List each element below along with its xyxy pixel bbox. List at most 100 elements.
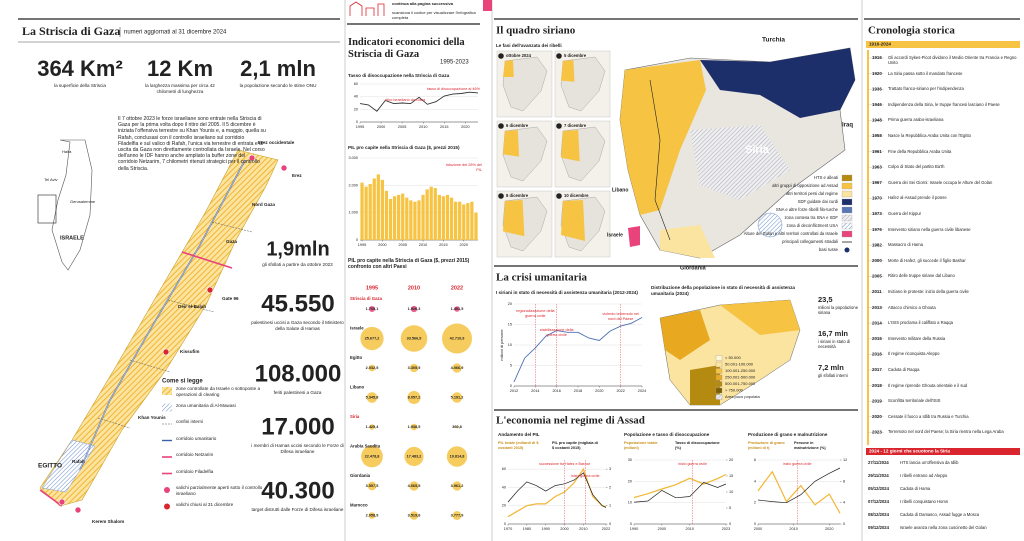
- legend-label: valichi chiusi al 31 dicembre: [176, 501, 234, 507]
- value-circle: [452, 481, 462, 491]
- y2-tick-label: 3: [609, 467, 611, 471]
- bar: [470, 201, 474, 240]
- section-subtitle: Le fasi dell'avanzata dei ribelli: [496, 43, 562, 48]
- legend-swatch: [841, 198, 853, 206]
- y2-tick-label: 10: [729, 490, 733, 494]
- accent: [483, 0, 492, 11]
- value-label: 5.191,2: [451, 396, 464, 400]
- value-label: 3.557,5: [366, 484, 379, 488]
- stat-value: 7,2 mln: [818, 363, 844, 372]
- entry-text: La Siria passa sotto il mandato francese: [888, 70, 963, 76]
- chart-title: Popolazione e tasso di disoccupazione: [624, 432, 710, 437]
- data-line: [757, 470, 841, 514]
- bar: [453, 201, 458, 240]
- entry-text: Trattato franco-siriano per l'indipenden…: [888, 86, 964, 92]
- entry-year: 1982: [872, 242, 882, 247]
- phase-rebel-area: [503, 130, 520, 157]
- inset-label: ISRAELE: [60, 235, 84, 241]
- y-tick-label: 0: [504, 522, 506, 526]
- bar: [417, 200, 421, 240]
- need-map-area: [660, 310, 710, 360]
- value-circle: [368, 512, 376, 519]
- row-label: Marocco: [350, 503, 368, 508]
- internal-border: [97, 417, 131, 429]
- annotation: successione tra Hafez e Bashar: [539, 462, 591, 466]
- value-circle: [407, 390, 421, 405]
- value-circle: [452, 363, 462, 373]
- bar: [409, 200, 413, 240]
- legend-label: principali collegamenti stradali: [782, 239, 838, 244]
- y-tick-label: 4: [754, 479, 756, 483]
- entry-year: 2017: [872, 367, 882, 372]
- phase-label: 10 dicembre: [564, 193, 589, 198]
- x-tick-label: 2000: [377, 125, 385, 129]
- value-label: 17.483,2: [407, 455, 422, 459]
- x-tick-label: 2014: [531, 389, 539, 393]
- legend-swatch: [715, 361, 723, 368]
- value-circle: [361, 445, 383, 468]
- y-tick-label: 40: [354, 95, 358, 99]
- entry-text: Guerra dei Sei Giorni: Israele occupa le…: [888, 179, 993, 185]
- y2-tick-label: 8: [843, 479, 845, 483]
- x-tick-label: 1995: [358, 243, 366, 247]
- internal-border: [211, 221, 253, 233]
- value-circle: [368, 305, 376, 313]
- figure-label: feriti palestinesi a Gaza: [273, 390, 322, 395]
- legend-label: PIL pro capite (migliaia di $ costanti 2…: [552, 441, 598, 450]
- value-label: 42.710,9: [450, 337, 465, 341]
- entry-text: Iniziano le proteste: inizio della guerr…: [888, 289, 969, 294]
- south-area: [660, 225, 715, 258]
- value-circle: [451, 392, 463, 403]
- x-tick-label: 2010: [419, 243, 427, 247]
- value-label: 22.478,8: [365, 455, 380, 459]
- road: [649, 79, 671, 241]
- stat-label: milioni la popolazione siriana: [818, 305, 859, 316]
- y-tick-label: 0: [356, 238, 358, 242]
- figure-label: i membri di Hamas uccisi secondo le Forz…: [251, 443, 344, 454]
- legend-label: Alture del Golan e altri territori contr…: [744, 231, 839, 236]
- x-tick-label: 2022: [602, 527, 610, 531]
- entry-text: I ribelli entrano ad Aleppo: [900, 473, 948, 478]
- phase-label: 8 dicembre: [506, 193, 529, 198]
- range-bar: [866, 448, 1020, 455]
- phase-number: [498, 53, 504, 59]
- legend-swatch: [841, 214, 853, 222]
- legend-label: corridoio umanitario: [176, 435, 217, 441]
- bar: [392, 196, 397, 240]
- value-label: 2.058,9: [366, 514, 379, 518]
- entry-year: 2011: [872, 289, 882, 294]
- y-tick-label: 30: [628, 458, 632, 462]
- annotation: inizio guerra civile: [783, 462, 812, 466]
- entry-year: 2015: [872, 336, 882, 341]
- value-label: 4.066,9: [451, 366, 464, 370]
- entry-text: Caduta di Raqqa: [888, 367, 920, 372]
- x-tick-label: 2015: [440, 125, 448, 129]
- entry-text: Intervento siriano nella guerra civile l…: [888, 226, 971, 232]
- entry-text: Prima guerra arabo-israeliana: [888, 117, 944, 123]
- country-label: Turchia: [762, 37, 785, 44]
- annotation: violento terremoto nel nord del Paese: [602, 312, 639, 321]
- value-label: 1.938,5: [408, 425, 421, 429]
- entry-text: Morte di Hafez, gli succede il figlio Ba…: [888, 257, 966, 263]
- stat-label: la popolazione secondo le stime ONU: [239, 83, 317, 88]
- legend-label: basi russe: [819, 247, 839, 252]
- inset-israel: [51, 139, 93, 271]
- entry-date: 27/11/2024: [868, 460, 889, 465]
- gaza-strip: [39, 149, 279, 507]
- value-circle: [369, 424, 375, 430]
- entry-text: Terremoto nel nord del Paese; la Siria r…: [888, 429, 1004, 435]
- legend-label: 250.001-500.000: [725, 375, 756, 380]
- x-tick-label: 1990: [541, 527, 549, 531]
- entry-text: Guerra del Kippur: [888, 211, 922, 216]
- bar: [401, 193, 405, 240]
- legend-swatch: [164, 487, 170, 493]
- column-header: 1995: [366, 285, 378, 291]
- y-tick-label: 40: [502, 485, 506, 489]
- entry-year: 2000: [872, 258, 882, 263]
- crossing: [74, 506, 82, 514]
- legend-swatch: [715, 387, 723, 394]
- value-circle: [442, 323, 472, 354]
- legend-swatch: [844, 247, 850, 253]
- y2-tick-label: 0: [609, 522, 611, 526]
